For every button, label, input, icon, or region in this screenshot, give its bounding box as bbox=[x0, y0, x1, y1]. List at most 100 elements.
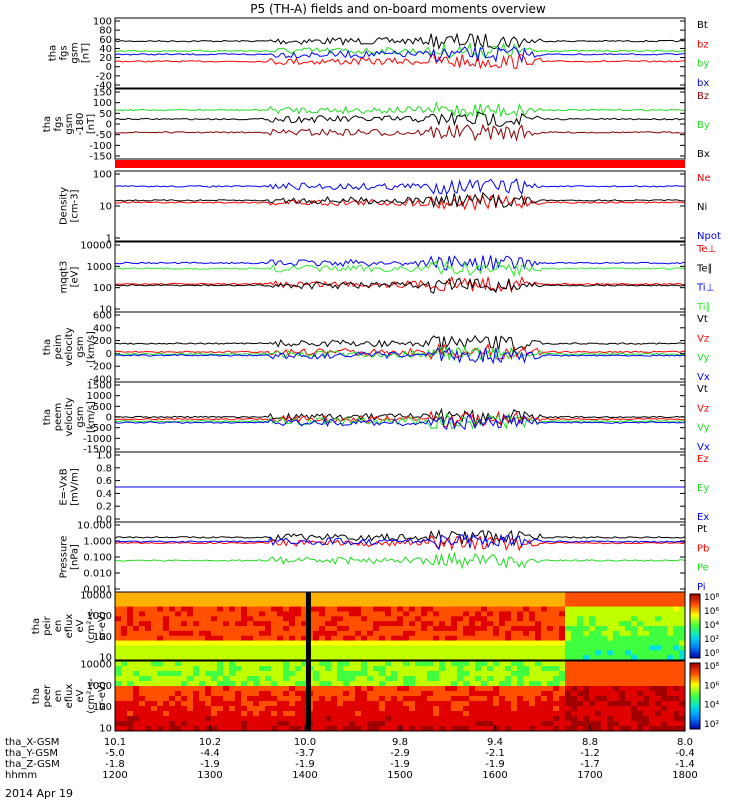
spectrogram-cell bbox=[259, 592, 266, 598]
spectrogram-cell bbox=[373, 721, 380, 727]
spectrogram-cell bbox=[349, 611, 356, 617]
spectrogram-cell bbox=[679, 676, 685, 682]
spectrogram-cell bbox=[415, 711, 422, 717]
spectrogram-cell bbox=[529, 686, 536, 692]
spectrogram-cell bbox=[643, 681, 650, 687]
spectrogram-cell bbox=[463, 686, 470, 692]
spectrogram-cell bbox=[277, 696, 284, 702]
spectrogram-cell bbox=[559, 635, 566, 642]
spectrogram-cell bbox=[397, 666, 404, 672]
spectrogram-cell bbox=[523, 701, 530, 707]
spectrogram-cell bbox=[367, 611, 374, 617]
spectrogram-cell bbox=[601, 726, 608, 731]
spectrogram-cell bbox=[601, 596, 608, 603]
spectrogram-cell bbox=[493, 686, 500, 692]
spectrogram-cell bbox=[157, 630, 164, 637]
spectrogram-cell bbox=[283, 626, 290, 632]
spectrogram-cell bbox=[625, 635, 632, 642]
spectrogram-cell bbox=[673, 726, 680, 731]
spectrogram-cell bbox=[343, 616, 350, 622]
spectrogram-cell bbox=[625, 611, 632, 617]
spectrogram-cell bbox=[265, 716, 272, 722]
spectrogram-cell bbox=[529, 635, 536, 642]
spectrogram-cell bbox=[661, 706, 668, 712]
spectrogram-cell bbox=[427, 626, 434, 632]
spectrogram-cell bbox=[391, 655, 398, 660]
spectrogram-cell bbox=[127, 676, 134, 682]
legend-Npot: Npot bbox=[697, 231, 721, 242]
spectrogram-cell bbox=[643, 701, 650, 707]
spectrogram-cell bbox=[319, 596, 326, 603]
spectrogram-cell bbox=[661, 681, 668, 687]
panel-4-ylabel-line: mqqt3 bbox=[59, 261, 70, 294]
spectrogram-cell bbox=[565, 706, 572, 712]
spectrogram-cell bbox=[259, 645, 266, 651]
spectrogram-cell bbox=[589, 650, 596, 656]
spectrogram-cell bbox=[445, 655, 452, 660]
spectrogram-cell bbox=[325, 630, 332, 637]
spectrogram-cell bbox=[211, 635, 218, 642]
spectrogram-cell bbox=[379, 691, 386, 697]
spectrogram-cell bbox=[553, 716, 560, 722]
spectrogram-cell bbox=[157, 706, 164, 712]
spectrogram-cell bbox=[283, 706, 290, 712]
spectrogram-cell bbox=[649, 650, 656, 656]
spectrogram-cell bbox=[421, 592, 428, 598]
spectrogram-cell bbox=[457, 635, 464, 642]
spectrogram-cell bbox=[403, 686, 410, 692]
spectrogram-cell bbox=[565, 691, 572, 697]
spectrogram-cell bbox=[199, 650, 206, 656]
spectrogram-cell bbox=[649, 716, 656, 722]
spectrogram-cell bbox=[115, 655, 122, 660]
spectrogram-cell bbox=[169, 696, 176, 702]
spectrogram-cell bbox=[301, 650, 308, 656]
spectrogram-cell bbox=[619, 686, 626, 692]
spectrogram-cell bbox=[541, 701, 548, 707]
spectrogram-cell bbox=[493, 640, 500, 647]
spectrogram-cell bbox=[175, 696, 182, 702]
spectrogram-cell bbox=[655, 701, 662, 707]
spectrogram-cell bbox=[295, 706, 302, 712]
colorbar-label: 10⁴ bbox=[704, 621, 719, 631]
spectrogram-cell bbox=[673, 686, 680, 692]
spectrogram-cell bbox=[259, 621, 266, 627]
spectrogram-cell bbox=[367, 676, 374, 682]
spectrogram-cell bbox=[553, 686, 560, 692]
spectrogram-cell bbox=[385, 726, 392, 731]
spectrogram-cell bbox=[379, 686, 386, 692]
spectrogram-cell bbox=[649, 596, 656, 603]
spectrogram-cell bbox=[511, 691, 518, 697]
spectrogram-cell bbox=[445, 606, 452, 613]
ytick-label: 0 bbox=[106, 349, 112, 360]
ytick-label: -1000 bbox=[83, 434, 112, 445]
spectrogram-cell bbox=[253, 721, 260, 727]
spectrogram-cell bbox=[493, 671, 500, 677]
spectrogram-cell bbox=[673, 650, 680, 656]
spectrogram-cell bbox=[175, 611, 182, 617]
spectrogram-cell bbox=[127, 616, 134, 622]
spectrogram-cell bbox=[355, 716, 362, 722]
spectrogram-cell bbox=[193, 650, 200, 656]
spectrogram-cell bbox=[469, 721, 476, 727]
spectrogram-cell bbox=[169, 592, 176, 598]
spectrogram-cell bbox=[649, 601, 656, 608]
spectrogram-cell bbox=[457, 661, 464, 667]
spectrogram-cell bbox=[319, 621, 326, 627]
spectrogram-cell bbox=[427, 601, 434, 608]
spectrogram-cell bbox=[331, 711, 338, 717]
panel-9-ylabel-line: en bbox=[53, 620, 64, 633]
spectrogram-cell bbox=[247, 726, 254, 731]
spectrogram-cell bbox=[595, 655, 602, 660]
spectrogram-cell bbox=[187, 626, 194, 632]
spectrogram-cell bbox=[379, 661, 386, 667]
spectrogram-cell bbox=[553, 626, 560, 632]
spectrogram-cell bbox=[511, 661, 518, 667]
spectrogram-cell bbox=[619, 701, 626, 707]
spectrogram-cell bbox=[517, 681, 524, 687]
spectrogram-cell bbox=[313, 661, 320, 667]
spectrogram-cell bbox=[679, 696, 685, 702]
spectrogram-cell bbox=[229, 711, 236, 717]
spectrogram-cell bbox=[349, 676, 356, 682]
spectrogram-cell bbox=[331, 630, 338, 637]
spectrogram-cell bbox=[277, 616, 284, 622]
